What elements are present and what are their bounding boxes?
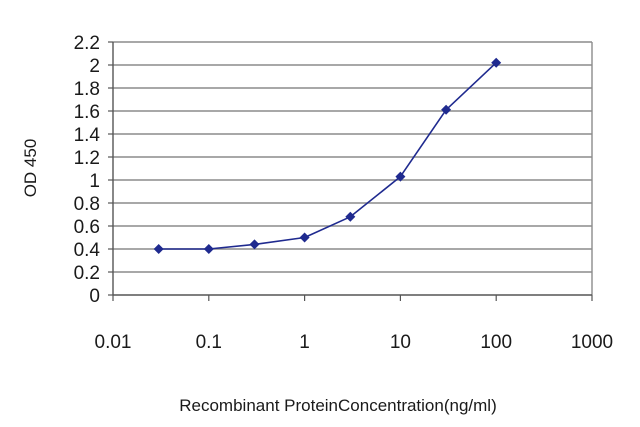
axes xyxy=(108,41,593,301)
x-tick-label-2: 1 xyxy=(299,332,310,353)
data-point-0-3 xyxy=(299,232,310,243)
y-tick-label-11: 2.2 xyxy=(74,33,100,54)
x-tick-label-0: 0.01 xyxy=(95,332,132,353)
data-series xyxy=(153,57,502,254)
y-tick-label-7: 1.4 xyxy=(74,125,101,146)
y-tick-labels: 00.20.40.60.811.21.41.61.822.2 xyxy=(74,33,101,307)
data-point-0-5 xyxy=(395,171,406,182)
x-tick-label-1: 0.1 xyxy=(196,332,222,353)
y-tick-label-4: 0.8 xyxy=(74,194,100,215)
y-tick-label-3: 0.6 xyxy=(74,217,100,238)
y-tick-label-0: 0 xyxy=(89,286,100,307)
y-tick-label-10: 2 xyxy=(89,56,100,77)
y-axis-title: OD 450 xyxy=(21,139,40,198)
x-axis-title: Recombinant ProteinConcentration(ng/ml) xyxy=(179,396,497,415)
y-tick-label-6: 1.2 xyxy=(74,148,100,169)
x-tick-label-3: 10 xyxy=(390,332,411,353)
y-tick-label-1: 0.2 xyxy=(74,263,100,284)
data-point-0-2 xyxy=(249,239,260,250)
data-point-0-1 xyxy=(203,244,214,254)
x-tick-labels: 0.01 0.1 1 10 100 1000 xyxy=(95,332,614,353)
x-tick-label-4: 100 xyxy=(480,332,512,353)
y-tick-label-2: 0.4 xyxy=(74,240,101,261)
data-point-0-4 xyxy=(345,211,356,222)
data-point-0-7 xyxy=(491,57,502,68)
horizontal-gridlines xyxy=(113,41,592,273)
data-point-0-6 xyxy=(441,104,452,115)
y-tick-label-9: 1.8 xyxy=(74,79,100,100)
y-tick-label-5: 1 xyxy=(89,171,100,192)
y-tick-label-8: 1.6 xyxy=(74,102,100,123)
data-point-0-0 xyxy=(153,244,164,254)
x-tick-label-5: 1000 xyxy=(571,332,613,353)
series-line-0 xyxy=(158,62,497,250)
